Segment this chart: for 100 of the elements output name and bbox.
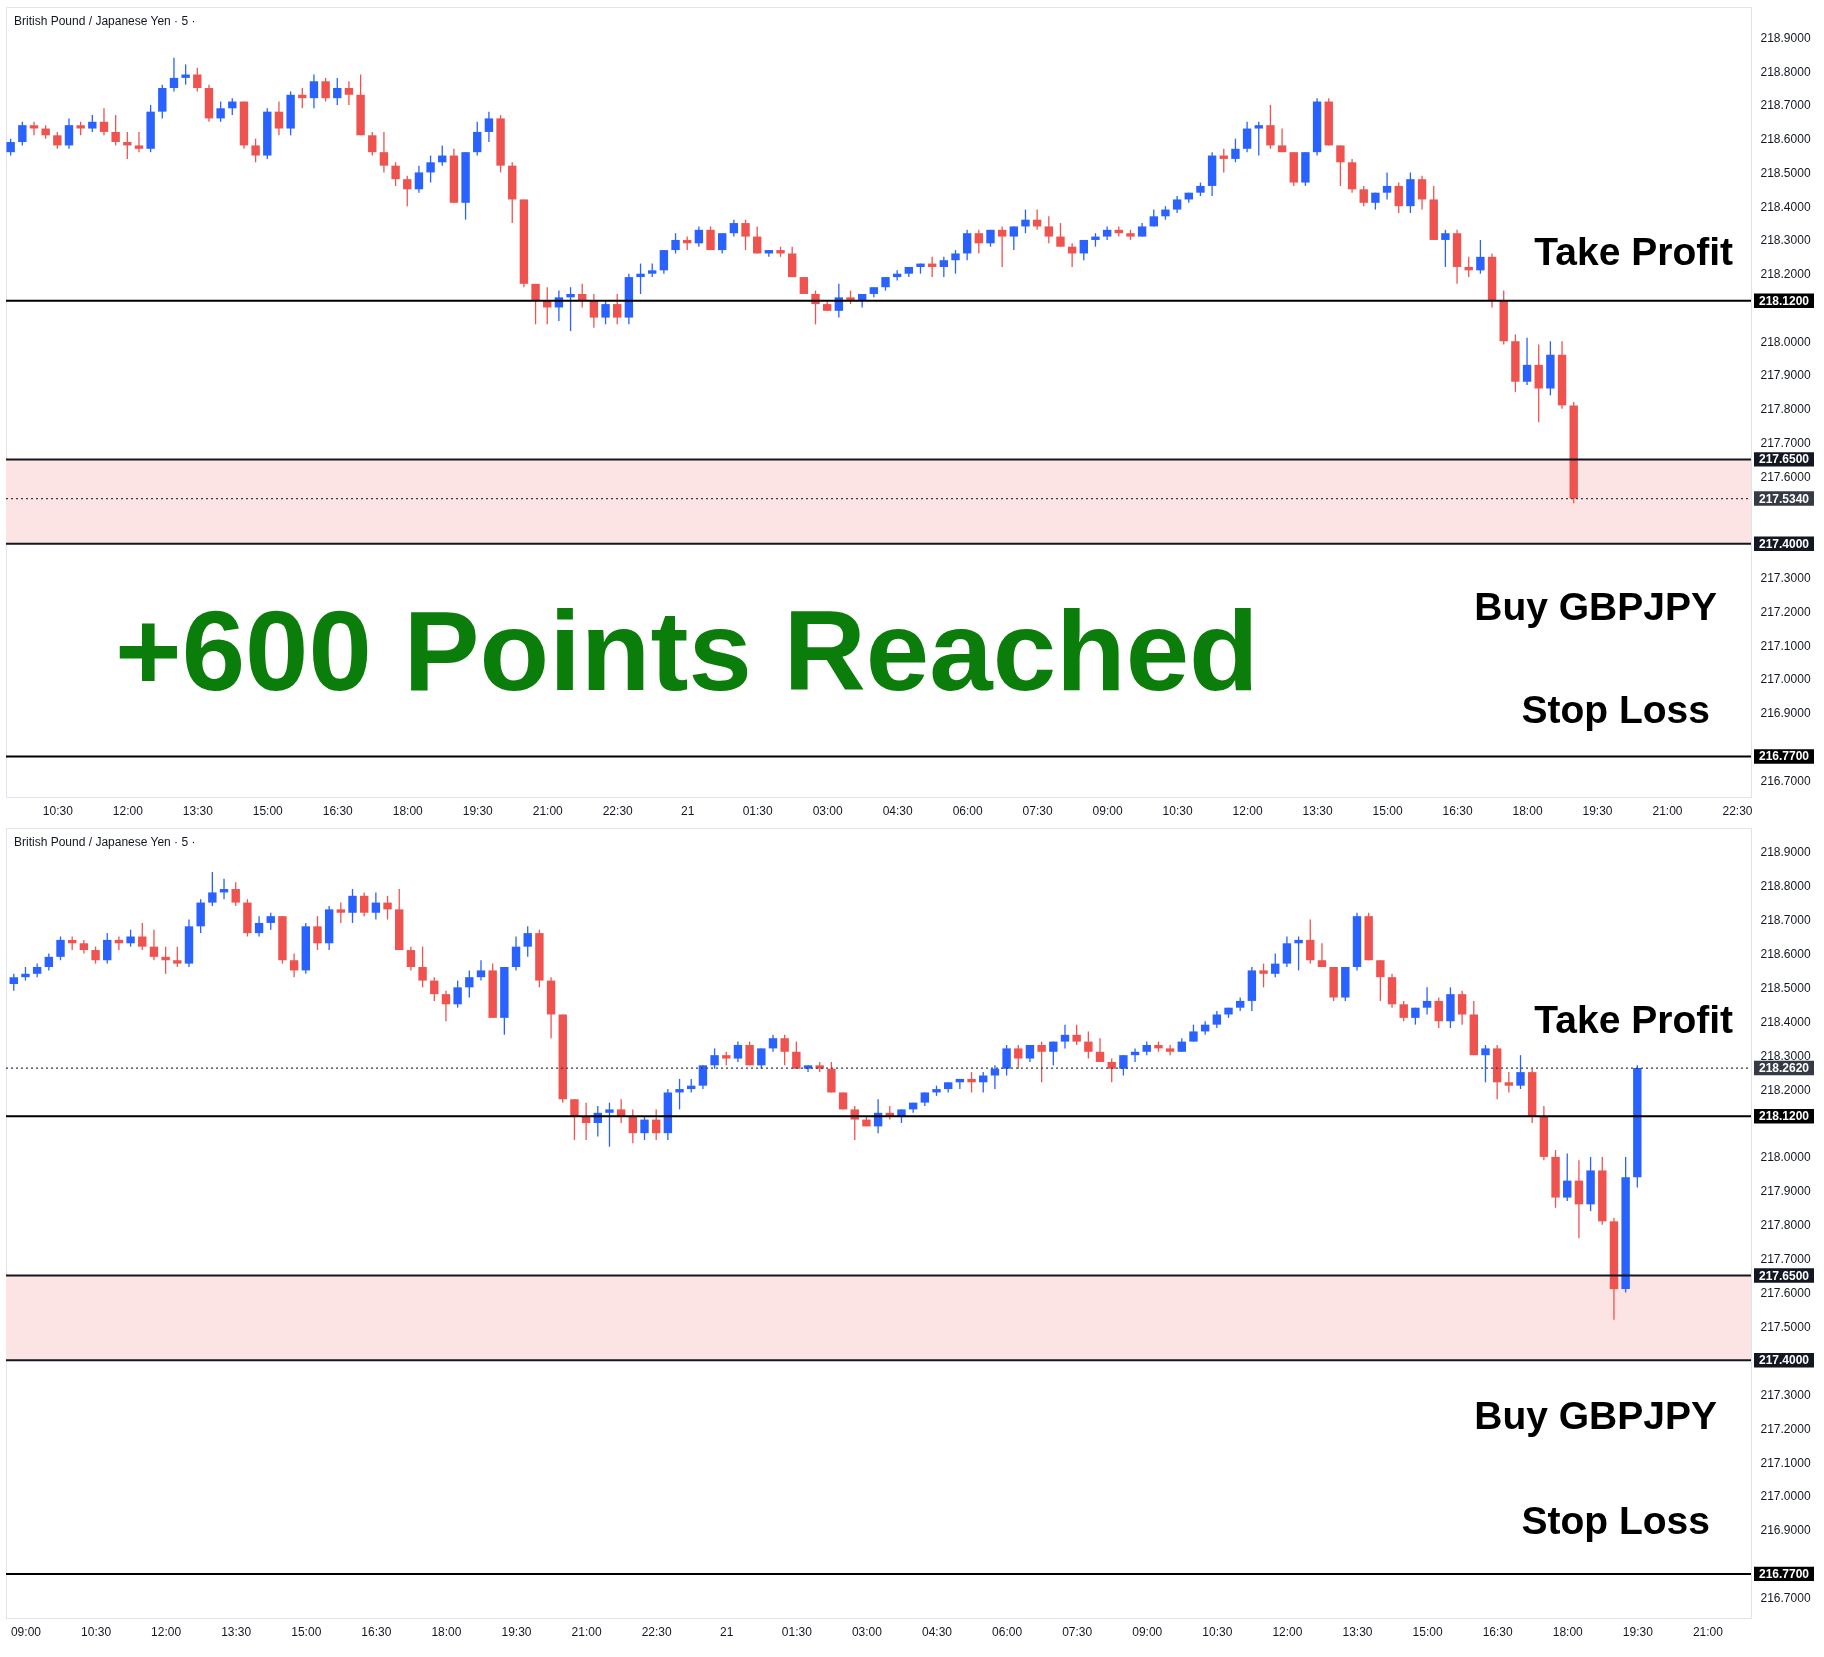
- candlestick: [216, 100, 225, 123]
- candlestick: [974, 229, 984, 255]
- x-tick-label: 22:30: [1722, 803, 1753, 818]
- candlestick: [710, 1047, 719, 1070]
- candlestick: [1434, 996, 1443, 1029]
- y-tick-label: 217.6000: [1760, 1286, 1811, 1301]
- candlestick: [1476, 239, 1485, 275]
- y-tick-label: 218.9000: [1760, 30, 1811, 45]
- candlestick: [1422, 986, 1432, 1016]
- ref-line-label: 218.2620: [1758, 1061, 1810, 1076]
- candlestick: [733, 1040, 743, 1063]
- y-tick-label: 217.6000: [1760, 469, 1811, 484]
- candlestick: [752, 225, 762, 255]
- candlestick: [441, 990, 451, 1022]
- y-tick-label: 217.9000: [1760, 368, 1811, 383]
- y-tick-label: 217.0000: [1760, 672, 1811, 687]
- y-tick-label: 217.2000: [1760, 1421, 1811, 1436]
- y-tick-label: 218.5000: [1760, 980, 1811, 995]
- ref-line-label: 217.5340: [1758, 491, 1810, 506]
- x-tick-label: 07:30: [1022, 803, 1053, 818]
- x-tick-label: 15:00: [1372, 803, 1403, 818]
- candlestick: [1441, 229, 1450, 268]
- y-tick-label: 217.5000: [1760, 1319, 1811, 1334]
- candlestick: [1399, 1000, 1408, 1022]
- candlestick: [169, 56, 179, 93]
- candlestick: [379, 131, 389, 174]
- candlestick: [418, 946, 427, 989]
- x-tick-label: 07:30: [1062, 1624, 1093, 1639]
- y-tick-label: 217.0000: [1760, 1489, 1811, 1504]
- candlestick: [414, 165, 424, 194]
- y-tick-label: 217.7000: [1760, 1252, 1811, 1267]
- candlestick: [193, 67, 202, 93]
- candlestick: [780, 1034, 789, 1066]
- candlestick: [511, 935, 521, 972]
- y-tick-label: 218.7000: [1760, 98, 1811, 113]
- candlestick: [1002, 1044, 1011, 1077]
- annotation: Take Profit: [1534, 997, 1734, 1041]
- y-tick-label: 218.8000: [1760, 879, 1811, 894]
- annotation: Buy GBPJPY: [1474, 585, 1717, 629]
- candlestick: [158, 84, 167, 120]
- candlestick: [1306, 918, 1315, 965]
- ref-line-label: 217.6500: [1758, 1268, 1810, 1283]
- candlestick: [787, 246, 797, 278]
- candlestick: [383, 895, 392, 921]
- ref-line-label: 218.1200: [1758, 1109, 1810, 1124]
- candlestick: [336, 901, 346, 924]
- candlestick: [613, 293, 622, 325]
- x-tick-label: 06:00: [992, 1624, 1023, 1639]
- ref-line-label: 217.4000: [1758, 1353, 1810, 1368]
- candlestick: [1014, 1044, 1023, 1070]
- x-tick-label: 04:30: [882, 803, 913, 818]
- x-tick-label: 09:00: [1092, 803, 1123, 818]
- candlestick: [149, 929, 159, 961]
- x-tick-label: 16:30: [1482, 1624, 1513, 1639]
- x-tick-label: 06:00: [952, 803, 983, 818]
- candlestick: [589, 293, 599, 329]
- candlestick: [1522, 337, 1532, 386]
- x-tick-label: 21:00: [571, 1624, 602, 1639]
- annotation: Stop Loss: [1521, 687, 1710, 731]
- candlestick: [18, 121, 27, 147]
- candlestick: [718, 232, 727, 255]
- y-tick-label: 216.9000: [1760, 706, 1811, 721]
- y-tick-label: 217.7000: [1760, 436, 1811, 451]
- candlestick: [827, 1061, 836, 1094]
- y-tick-label: 217.2000: [1760, 604, 1811, 619]
- candlestick: [403, 175, 412, 207]
- candlestick: [566, 286, 575, 332]
- x-tick-label: 22:30: [602, 803, 634, 818]
- candlestick: [231, 881, 240, 907]
- candlestick: [391, 161, 400, 187]
- candlestick: [1294, 935, 1303, 972]
- candlestick: [1481, 1044, 1490, 1083]
- x-tick-label: 03:00: [812, 803, 844, 818]
- candlestick: [1271, 952, 1280, 978]
- x-tick-label: 15:00: [252, 803, 284, 818]
- candlestick: [951, 249, 960, 275]
- candlestick: [473, 121, 482, 157]
- candlestick: [1457, 990, 1467, 1026]
- candlestick: [359, 891, 369, 917]
- candlestick: [757, 1047, 766, 1070]
- y-tick-label: 217.9000: [1760, 1184, 1811, 1199]
- candlestick: [636, 262, 645, 295]
- y-tick-label: 218.5000: [1760, 165, 1811, 180]
- x-tick-label: 16:30: [361, 1624, 392, 1639]
- annotation: Take Profit: [1534, 229, 1734, 273]
- candlestick: [426, 154, 435, 184]
- candlestick: [1282, 935, 1292, 968]
- ref-line-label: 216.7700: [1758, 749, 1810, 764]
- x-tick-label: 10:30: [1162, 803, 1193, 818]
- candlestick: [333, 77, 342, 106]
- y-tick-label: 216.7000: [1760, 1591, 1811, 1606]
- candlestick: [1417, 175, 1427, 211]
- candlestick: [962, 229, 972, 261]
- candlestick: [1242, 121, 1252, 153]
- y-tick-label: 218.8000: [1760, 64, 1811, 79]
- candlestick: [1044, 215, 1053, 244]
- candlestick: [694, 225, 704, 248]
- candlestick: [1231, 138, 1240, 163]
- x-tick-label: 10:30: [42, 803, 74, 818]
- x-tick-label: 09:00: [10, 1624, 42, 1639]
